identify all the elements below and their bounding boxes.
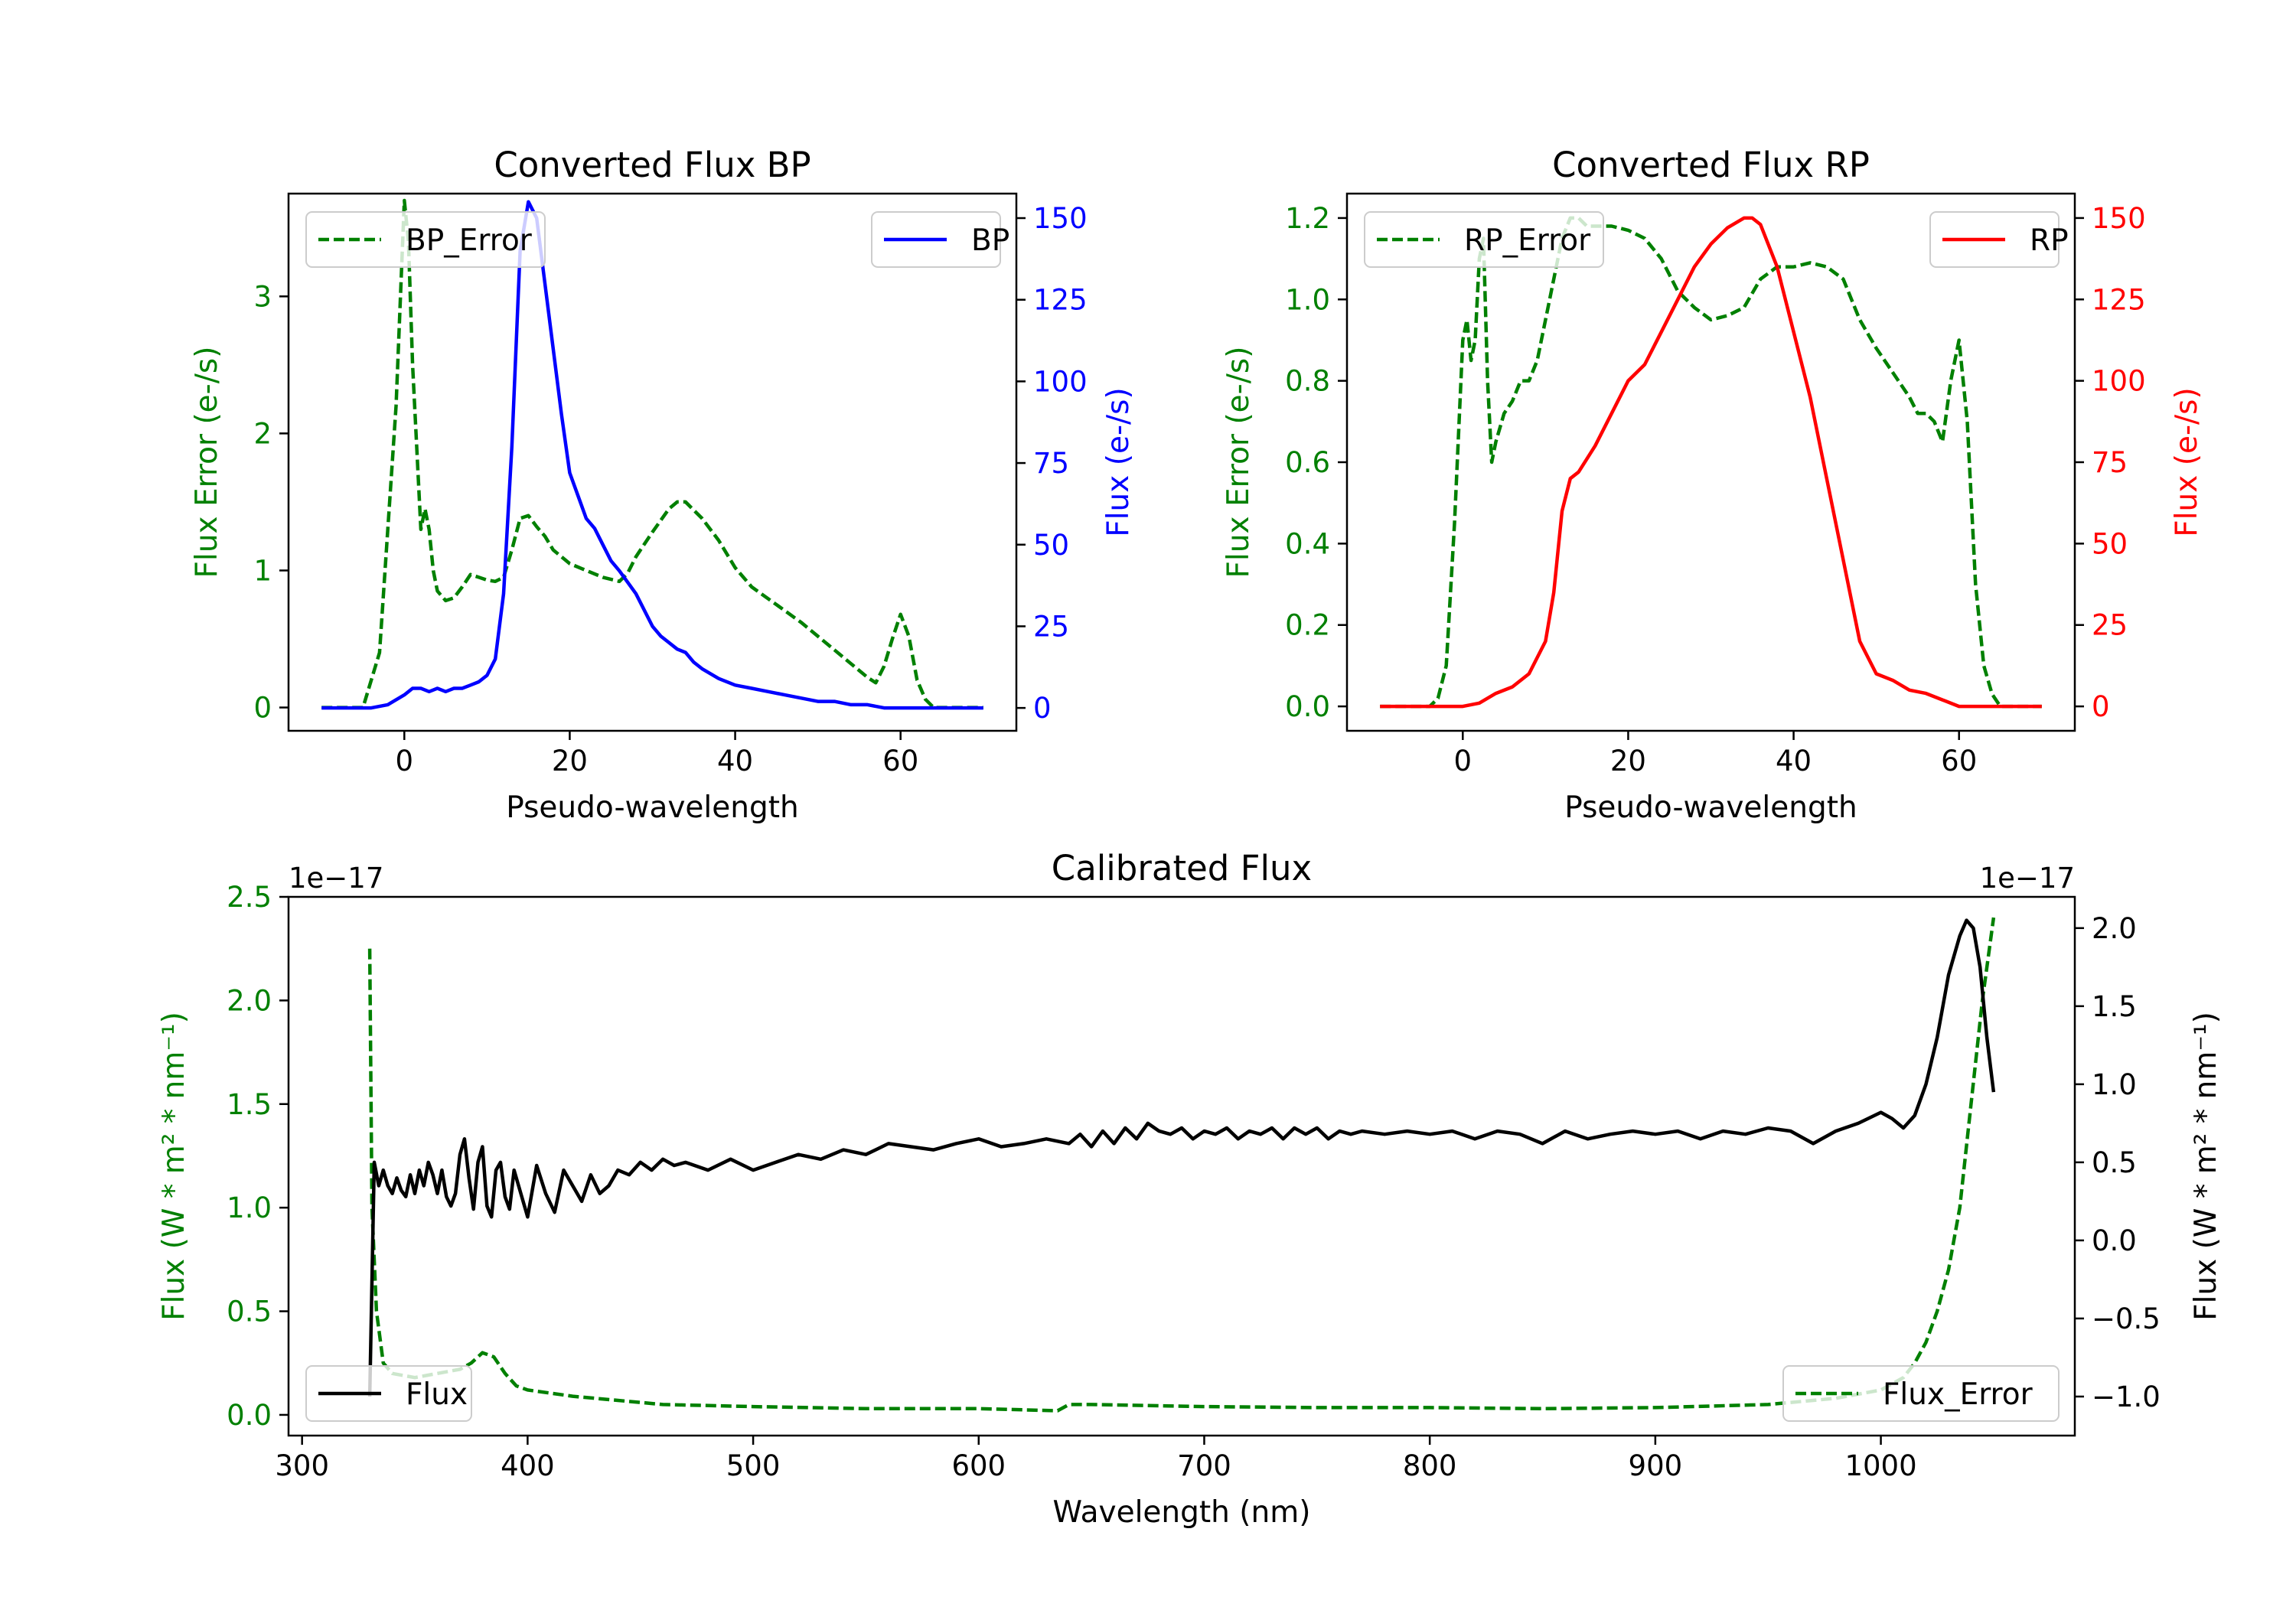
chart-title: Converted Flux RP bbox=[1552, 145, 1870, 185]
y-tick-label-right: 125 bbox=[1033, 284, 1088, 317]
y-tick-label-left: 1.5 bbox=[227, 1088, 272, 1121]
y-axis-label-left: Flux Error (e-/s) bbox=[190, 347, 224, 579]
legend-box bbox=[305, 211, 546, 268]
y-tick-label-right: −1.0 bbox=[2092, 1380, 2161, 1413]
legend-right: BP bbox=[871, 211, 1009, 268]
chart-title: Converted Flux BP bbox=[494, 145, 810, 185]
y-tick-label-left: 0.8 bbox=[1285, 365, 1330, 398]
y-tick-label-left: 0.2 bbox=[1285, 609, 1330, 642]
y-tick-label-right: 0.5 bbox=[2092, 1146, 2137, 1179]
legend-label: RP bbox=[2030, 223, 2069, 258]
y-axis-label-left: Flux (W * m² * nm⁻¹) bbox=[157, 1012, 191, 1321]
y-tick-label-left: 1 bbox=[253, 554, 272, 587]
y-tick-label-left: 2 bbox=[253, 417, 272, 450]
chart-cal: 300 400 500 600 700 800 900 1000 0.0 0.5 1.0 1.5 2.0… bbox=[157, 848, 2223, 1530]
series-rp-error bbox=[1380, 216, 2042, 709]
y-tick-label-right: 25 bbox=[1033, 610, 1069, 643]
y-tick-label-left: 0 bbox=[253, 692, 272, 725]
x-tick-label: 0 bbox=[396, 745, 414, 777]
plot-frame bbox=[287, 895, 2076, 1437]
x-axis-label: Pseudo-wavelength bbox=[1564, 790, 1857, 825]
x-tick-label: 40 bbox=[717, 745, 753, 777]
y-tick-label-left: 0.0 bbox=[227, 1399, 272, 1432]
y-tick-label-right: 75 bbox=[1033, 447, 1069, 480]
x-tick-label: 500 bbox=[726, 1449, 781, 1482]
y-tick-label-right: 150 bbox=[2092, 202, 2146, 235]
legend-right: Flux_Error bbox=[1782, 1365, 2060, 1422]
x-tick-label: 60 bbox=[882, 745, 918, 777]
y-tick-label-left: 0.0 bbox=[1285, 690, 1330, 723]
y-tick-label-right: 1.0 bbox=[2092, 1068, 2137, 1101]
y-tick-label-left: 2.5 bbox=[227, 881, 272, 914]
legend-label: BP bbox=[971, 223, 1009, 258]
series-rp bbox=[1380, 216, 2042, 709]
x-axis-label: Wavelength (nm) bbox=[1053, 1495, 1311, 1530]
x-tick-label: 1000 bbox=[1844, 1449, 1916, 1482]
y-tick-label-left: 0.6 bbox=[1285, 446, 1330, 479]
y-tick-label-right: 125 bbox=[2092, 283, 2146, 316]
y-tick-label-right: 50 bbox=[2092, 527, 2128, 560]
x-tick-label: 20 bbox=[1610, 745, 1646, 777]
x-tick-label: 700 bbox=[1177, 1449, 1231, 1482]
x-tick-label: 400 bbox=[501, 1449, 555, 1482]
series-flux bbox=[367, 918, 1996, 1397]
y-tick-label-left: 1.2 bbox=[1285, 202, 1330, 235]
y-axis-label-right: Flux (e-/s) bbox=[1101, 387, 1136, 536]
series-bp bbox=[321, 200, 983, 710]
series-bp-error bbox=[321, 198, 983, 709]
y-tick-label-right: 100 bbox=[1033, 365, 1088, 398]
legend-box bbox=[1364, 211, 1604, 268]
legend-box bbox=[305, 1365, 472, 1422]
plot-frame bbox=[287, 192, 1018, 732]
y-tick-label-left: 2.0 bbox=[227, 984, 272, 1017]
y-tick-label-right: 100 bbox=[2092, 365, 2146, 398]
y-tick-label-left: 3 bbox=[253, 280, 272, 313]
x-tick-label: 60 bbox=[1941, 745, 1977, 777]
x-tick-label: 900 bbox=[1629, 1449, 1683, 1482]
offset-label-right: 1e−17 bbox=[1980, 862, 2075, 895]
y-axis-label-left: Flux Error (e-/s) bbox=[1221, 347, 1256, 579]
legend-box bbox=[1782, 1365, 2060, 1422]
y-tick-label-left: 0.5 bbox=[227, 1296, 272, 1328]
y-tick-label-right: 0.0 bbox=[2092, 1224, 2137, 1257]
y-tick-label-left: 1.0 bbox=[227, 1191, 272, 1224]
legend-label: Flux bbox=[406, 1377, 468, 1412]
y-tick-label-right: 2.0 bbox=[2092, 912, 2137, 945]
legend-left: RP_Error bbox=[1364, 211, 1604, 268]
legend-left: BP_Error bbox=[305, 211, 546, 268]
chart-bp: 0 20 40 60 0 1 2 3 0 25 50 75 100 125 150 Converted Flu… bbox=[190, 145, 1136, 825]
y-tick-label-right: 0 bbox=[2092, 690, 2110, 723]
legend-right: RP bbox=[1929, 211, 2069, 268]
y-tick-label-left: 1.0 bbox=[1285, 283, 1330, 316]
x-tick-label: 600 bbox=[951, 1449, 1006, 1482]
legend-label: BP_Error bbox=[406, 223, 533, 258]
y-tick-label-right: 150 bbox=[1033, 202, 1088, 235]
y-axis-label-right: Flux (e-/s) bbox=[2170, 387, 2204, 536]
legend-left: Flux bbox=[305, 1365, 472, 1422]
y-axis-label-right: Flux (W * m² * nm⁻¹) bbox=[2189, 1012, 2223, 1321]
x-tick-label: 20 bbox=[552, 745, 588, 777]
chart-rp: 0 20 40 60 0.0 0.2 0.4 0.6 0.8 1.0 1.2 0 25 50 75 100 12… bbox=[1221, 145, 2204, 825]
legend-label: Flux_Error bbox=[1883, 1377, 2033, 1412]
offset-label-left: 1e−17 bbox=[289, 862, 383, 895]
y-tick-label-right: 75 bbox=[2092, 446, 2128, 479]
x-tick-label: 300 bbox=[275, 1449, 329, 1482]
x-tick-label: 0 bbox=[1454, 745, 1473, 777]
x-tick-label: 800 bbox=[1403, 1449, 1457, 1482]
y-tick-label-right: 25 bbox=[2092, 609, 2128, 642]
chart-title: Calibrated Flux bbox=[1052, 848, 1312, 888]
legend-label: RP_Error bbox=[1464, 223, 1591, 258]
x-tick-label: 40 bbox=[1776, 745, 1812, 777]
y-tick-label-right: 1.5 bbox=[2092, 990, 2137, 1023]
y-tick-label-right: 50 bbox=[1033, 529, 1069, 562]
y-tick-label-right: −0.5 bbox=[2092, 1302, 2161, 1335]
x-axis-label: Pseudo-wavelength bbox=[506, 790, 798, 825]
y-tick-label-left: 0.4 bbox=[1285, 527, 1330, 560]
y-tick-label-right: 0 bbox=[1033, 692, 1052, 725]
series-flux-error bbox=[367, 917, 1996, 1413]
